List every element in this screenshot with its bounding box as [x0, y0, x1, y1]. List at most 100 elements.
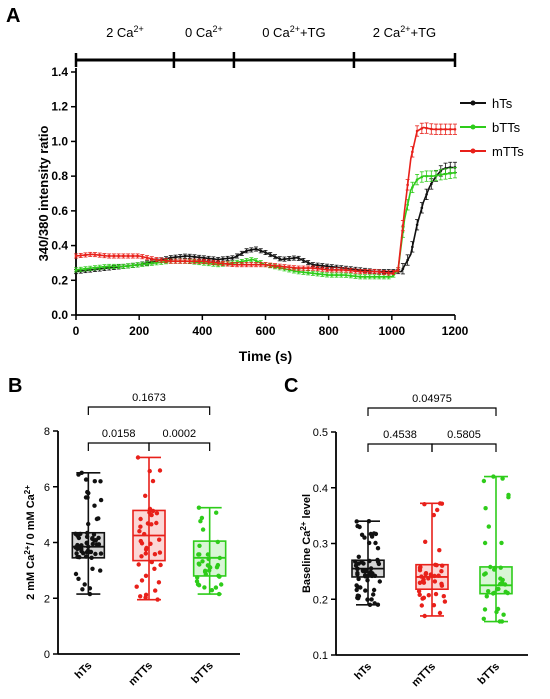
- data-point: [377, 275, 381, 279]
- data-point: [360, 568, 366, 574]
- data-point: [150, 257, 154, 261]
- data-point: [325, 268, 329, 271]
- data-point: [297, 266, 300, 270]
- data-point: [90, 566, 95, 571]
- data-point: [439, 173, 443, 176]
- bracket-line: [431, 443, 497, 452]
- data-point: [335, 273, 338, 277]
- data-point: [387, 275, 390, 279]
- data-point: [349, 274, 353, 278]
- data-point: [415, 223, 419, 227]
- condition-label-base: 0 Ca: [185, 25, 213, 40]
- data-point: [75, 533, 80, 538]
- data-point: [444, 127, 447, 131]
- data-point: [387, 271, 390, 275]
- data-point: [196, 583, 202, 588]
- data-point: [420, 579, 425, 584]
- data-point: [98, 479, 103, 484]
- data-point: [87, 586, 93, 591]
- data-point: [481, 478, 487, 484]
- data-point: [439, 569, 444, 574]
- data-point: [79, 268, 83, 271]
- data-point: [157, 537, 162, 542]
- data-point: [426, 593, 431, 598]
- data-point: [259, 249, 263, 253]
- data-point: [401, 224, 405, 227]
- data-point: [79, 470, 84, 475]
- y-tick-label: 1.0: [51, 134, 68, 148]
- bracket-line: [367, 407, 497, 416]
- data-point: [494, 587, 500, 592]
- data-point: [245, 263, 248, 266]
- data-point: [330, 268, 334, 272]
- x-tick-label: 0: [73, 324, 80, 338]
- data-point: [215, 539, 220, 545]
- data-point: [86, 521, 91, 527]
- data-point: [149, 512, 154, 518]
- data-point: [382, 275, 386, 279]
- data-point: [316, 267, 319, 270]
- data-point: [486, 524, 491, 529]
- data-point: [432, 579, 438, 584]
- data-point: [268, 253, 272, 256]
- data-point: [202, 585, 207, 590]
- data-point: [231, 263, 234, 266]
- data-point: [88, 267, 92, 270]
- data-point: [425, 193, 428, 196]
- data-point: [373, 275, 376, 279]
- data-point: [235, 254, 239, 258]
- data-point: [355, 566, 360, 572]
- y-tick-label: 0.3: [313, 539, 328, 551]
- data-point: [202, 256, 206, 260]
- y-tick-label: 6: [44, 482, 50, 494]
- data-point: [431, 603, 437, 608]
- data-point: [79, 543, 84, 548]
- data-point: [199, 515, 205, 521]
- data-point: [439, 581, 444, 586]
- p-value-label: 0.4538: [383, 429, 417, 441]
- data-point: [98, 551, 104, 556]
- data-point: [440, 563, 445, 568]
- data-point: [138, 516, 143, 522]
- data-point: [431, 512, 436, 518]
- condition-label-sup: 2+: [134, 24, 144, 34]
- data-point: [79, 254, 83, 257]
- data-point: [126, 254, 130, 258]
- data-point: [137, 529, 142, 534]
- box-hTs: [71, 470, 106, 597]
- data-point: [411, 186, 414, 189]
- data-point: [83, 554, 89, 559]
- data-point: [76, 472, 81, 477]
- data-point: [356, 576, 361, 582]
- data-point: [197, 256, 201, 259]
- data-point: [302, 271, 305, 274]
- data-point: [117, 254, 120, 258]
- data-point: [178, 255, 182, 258]
- data-point: [503, 589, 508, 594]
- data-point: [169, 256, 173, 260]
- data-point: [200, 559, 205, 564]
- data-point: [430, 127, 433, 131]
- data-point: [183, 259, 187, 263]
- condition-label-sup: 2+: [290, 24, 300, 34]
- box-mTTs: [132, 455, 166, 602]
- data-point: [205, 552, 211, 557]
- data-point: [139, 578, 145, 583]
- data-point: [245, 259, 248, 262]
- data-point: [492, 567, 497, 572]
- series-mTTs: [74, 122, 457, 276]
- data-point: [154, 520, 159, 526]
- x-tick-label: mTTs: [126, 660, 155, 689]
- data-point: [82, 582, 87, 587]
- data-point: [85, 548, 91, 553]
- data-point: [355, 593, 360, 598]
- data-point: [435, 507, 440, 513]
- data-point: [134, 584, 139, 589]
- data-point: [143, 573, 149, 578]
- data-point: [283, 257, 286, 261]
- data-point: [197, 543, 202, 548]
- panel-c-box-plot: 0.1 0.2 0.3 0.4 0.5 Baseline Ca2+ level hTs mTT…: [299, 393, 528, 689]
- data-point: [112, 254, 116, 258]
- data-point: [486, 589, 491, 594]
- condition-label: 2 Ca2+: [106, 24, 144, 40]
